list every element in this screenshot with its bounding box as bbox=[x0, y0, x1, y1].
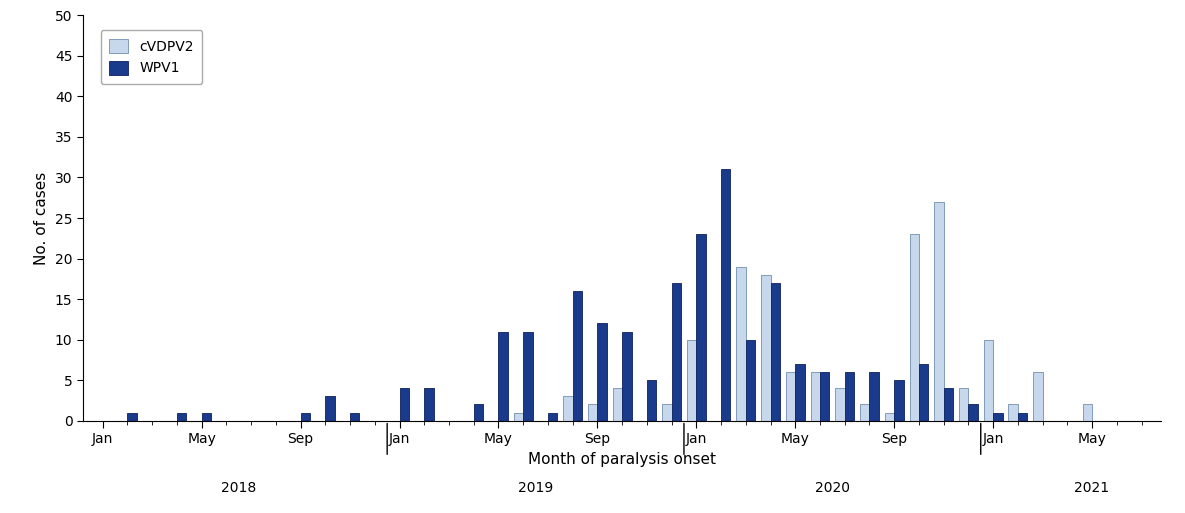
Bar bbox=[984, 340, 993, 421]
Bar bbox=[720, 169, 730, 421]
Bar bbox=[326, 397, 334, 421]
Bar bbox=[934, 202, 943, 421]
Bar bbox=[770, 283, 780, 421]
Bar bbox=[918, 364, 928, 421]
Bar bbox=[424, 388, 434, 421]
Bar bbox=[860, 404, 870, 421]
Bar bbox=[301, 412, 310, 421]
Bar bbox=[499, 331, 508, 421]
Bar bbox=[647, 380, 656, 421]
Bar bbox=[474, 404, 483, 421]
Bar bbox=[1008, 404, 1018, 421]
Bar bbox=[795, 364, 805, 421]
Bar bbox=[514, 412, 524, 421]
Text: 2020: 2020 bbox=[815, 482, 850, 496]
Bar bbox=[662, 404, 672, 421]
Bar bbox=[786, 372, 795, 421]
Bar bbox=[563, 397, 572, 421]
Bar bbox=[885, 412, 895, 421]
Bar bbox=[870, 372, 879, 421]
Bar bbox=[399, 388, 409, 421]
Bar bbox=[672, 283, 681, 421]
Bar bbox=[895, 380, 904, 421]
Bar bbox=[745, 340, 755, 421]
Bar bbox=[572, 291, 582, 421]
Text: 2018: 2018 bbox=[222, 482, 256, 496]
Bar bbox=[1033, 372, 1043, 421]
Bar bbox=[835, 388, 845, 421]
Y-axis label: No. of cases: No. of cases bbox=[34, 171, 50, 265]
Bar bbox=[622, 331, 632, 421]
Bar bbox=[736, 267, 745, 421]
Bar bbox=[761, 275, 770, 421]
Bar bbox=[350, 412, 359, 421]
Bar bbox=[588, 404, 597, 421]
Bar bbox=[993, 412, 1003, 421]
Text: 2019: 2019 bbox=[518, 482, 553, 496]
Bar bbox=[1018, 412, 1027, 421]
Bar bbox=[910, 234, 918, 421]
Bar bbox=[845, 372, 854, 421]
Bar bbox=[1083, 404, 1093, 421]
Bar bbox=[597, 323, 607, 421]
Bar bbox=[959, 388, 968, 421]
Bar bbox=[524, 331, 532, 421]
Text: 2021: 2021 bbox=[1075, 482, 1109, 496]
Bar bbox=[177, 412, 186, 421]
Bar bbox=[811, 372, 820, 421]
Bar bbox=[820, 372, 830, 421]
Bar bbox=[128, 412, 137, 421]
Legend: cVDPV2, WPV1: cVDPV2, WPV1 bbox=[101, 30, 203, 84]
Bar bbox=[687, 340, 697, 421]
Bar bbox=[943, 388, 953, 421]
Bar bbox=[968, 404, 978, 421]
Bar bbox=[547, 412, 557, 421]
Bar bbox=[697, 234, 706, 421]
Bar bbox=[613, 388, 622, 421]
X-axis label: Month of paralysis onset: Month of paralysis onset bbox=[529, 452, 716, 467]
Bar bbox=[201, 412, 211, 421]
